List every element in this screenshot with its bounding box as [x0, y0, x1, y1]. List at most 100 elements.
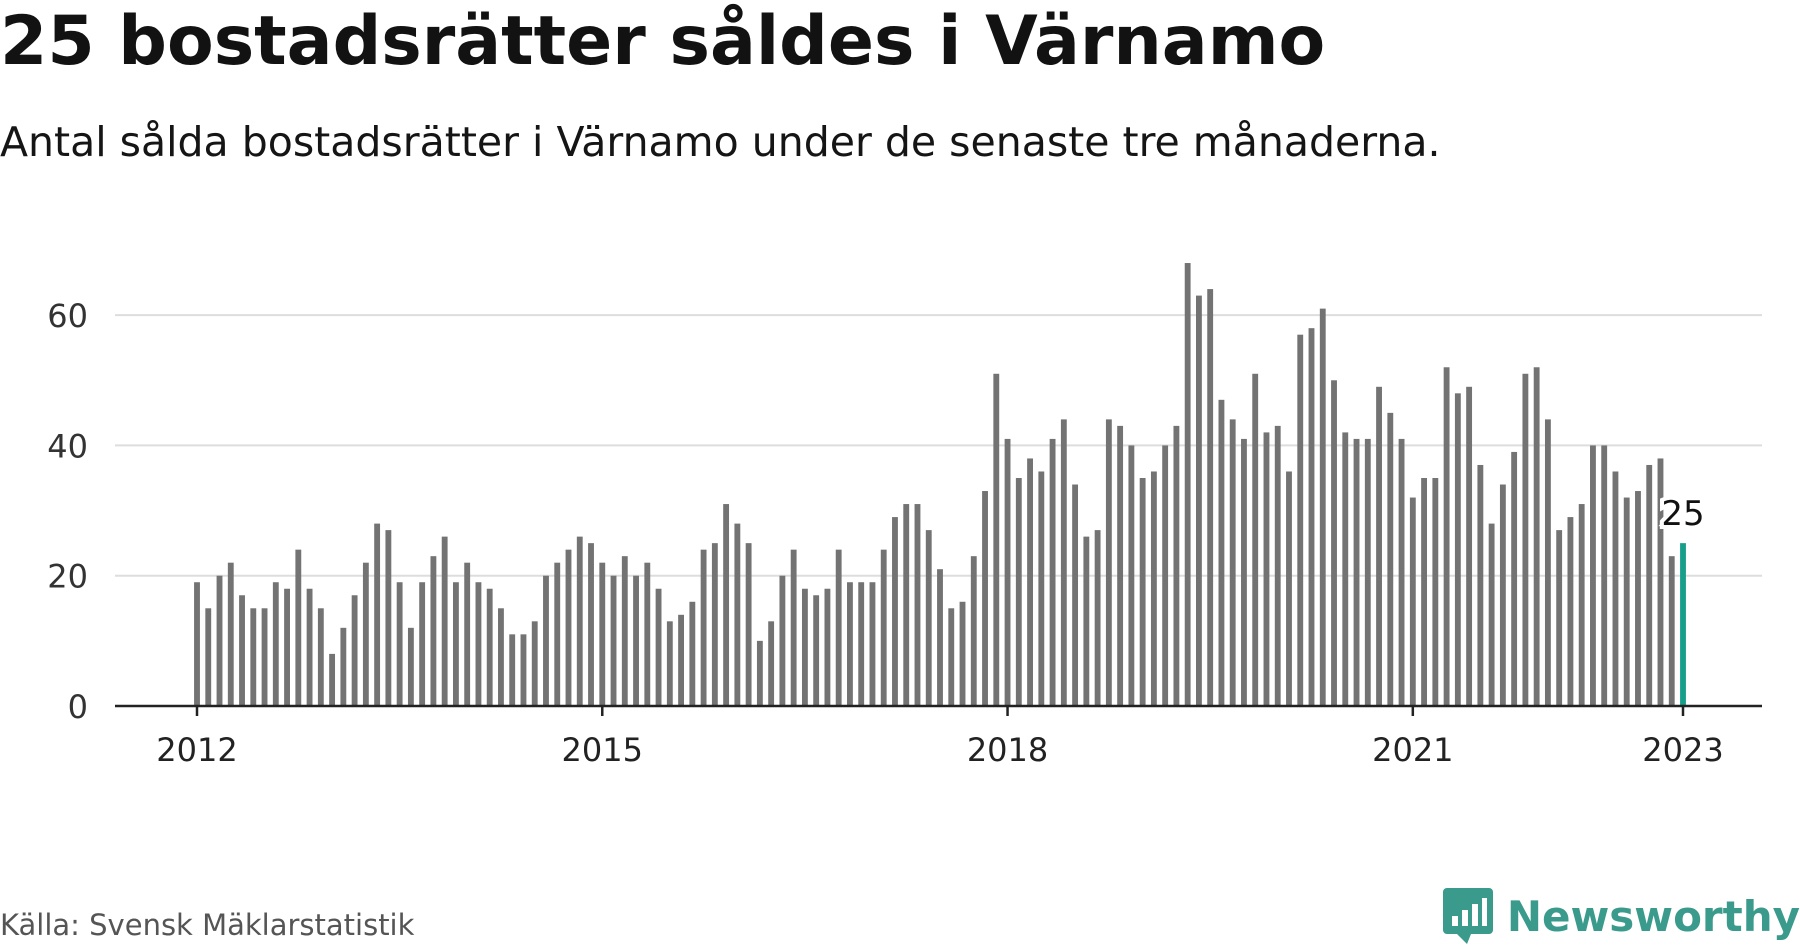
- bar: [734, 523, 741, 706]
- bar: [1342, 432, 1349, 706]
- bar: [520, 634, 527, 706]
- bar: [655, 588, 662, 706]
- axes: [115, 704, 1762, 716]
- bar: [250, 608, 257, 706]
- x-tick-label: 2012: [156, 731, 237, 769]
- bar: [1668, 556, 1675, 706]
- bar: [1128, 445, 1135, 706]
- bar: [295, 549, 302, 706]
- bar: [486, 588, 493, 706]
- bar: [666, 621, 673, 706]
- bar: [621, 556, 628, 706]
- bar: [903, 504, 910, 706]
- bar: [531, 621, 538, 706]
- bar: [925, 530, 932, 706]
- bar: [1421, 478, 1428, 706]
- bar: [1590, 445, 1596, 706]
- x-tick-label: 2018: [967, 731, 1048, 769]
- bar: [1544, 419, 1551, 706]
- highlight-bar: [1680, 543, 1686, 706]
- bar: [1060, 419, 1067, 706]
- bar: [937, 569, 943, 706]
- bar: [464, 562, 471, 706]
- y-tick-label: 60: [47, 297, 88, 335]
- bar: [847, 582, 853, 706]
- bar: [1477, 464, 1484, 706]
- bar: [306, 588, 313, 706]
- bar: [1578, 504, 1585, 706]
- bar: [1195, 295, 1202, 706]
- bar: [1252, 373, 1259, 706]
- bar: [610, 575, 617, 706]
- bar: [1567, 517, 1574, 706]
- bar: [723, 504, 730, 706]
- bar: [858, 582, 865, 706]
- newsworthy-logo-icon: [1442, 888, 1493, 944]
- bar: [1162, 445, 1169, 706]
- y-tick-label: 0: [68, 688, 88, 726]
- bar: [407, 627, 414, 706]
- bar: [1409, 497, 1416, 706]
- bar: [1398, 438, 1405, 706]
- bar: [678, 614, 685, 706]
- bar: [509, 634, 516, 706]
- bar: [272, 582, 279, 706]
- bar: [959, 601, 966, 706]
- bar: [970, 556, 977, 706]
- bar: [1511, 451, 1518, 706]
- bar: [385, 530, 392, 706]
- bar: [565, 549, 572, 706]
- bar: [374, 523, 381, 706]
- source-note: Källa: Svensk Mäklarstatistik: [0, 908, 415, 942]
- bar: [1083, 536, 1090, 706]
- bar-series: [194, 263, 1686, 706]
- bar: [1466, 386, 1473, 706]
- bar: [284, 588, 290, 706]
- bar: [1173, 425, 1180, 706]
- bar: [1229, 419, 1236, 706]
- bar: [1364, 438, 1371, 706]
- chart-subtitle: Antal sålda bostadsrätter i Värnamo unde…: [0, 118, 1441, 166]
- bar: [1072, 484, 1079, 706]
- brand-logo[interactable]: Newsworthy: [1442, 888, 1800, 944]
- bar: [362, 562, 369, 706]
- bar: [1038, 471, 1045, 706]
- bar: [1263, 432, 1270, 706]
- bar: [329, 653, 336, 706]
- bar: [340, 627, 347, 706]
- bar: [779, 575, 786, 706]
- y-tick-label: 20: [47, 558, 88, 596]
- chart-title: 25 bostadsrätter såldes i Värnamo: [0, 2, 1326, 81]
- bar: [1376, 386, 1382, 706]
- bar: [1454, 393, 1461, 706]
- x-tick-label: 2021: [1372, 731, 1453, 769]
- bar: [430, 556, 437, 706]
- bar: [554, 562, 561, 706]
- bar: [1646, 464, 1653, 706]
- bar: [396, 582, 403, 706]
- y-tick-label: 40: [47, 427, 88, 465]
- bar: [689, 601, 696, 706]
- bar: [1139, 478, 1146, 706]
- bar: [543, 575, 549, 706]
- brand-name: Newsworthy: [1506, 891, 1800, 941]
- bar: [801, 588, 808, 706]
- bar: [711, 543, 718, 706]
- bar: [1117, 425, 1124, 706]
- bar: [790, 549, 797, 706]
- bar: [588, 543, 594, 706]
- bar: [216, 575, 223, 706]
- bar: [1319, 308, 1326, 706]
- bar: [1353, 438, 1360, 706]
- bar: [756, 640, 763, 706]
- bar: [745, 543, 752, 706]
- bar: [1488, 523, 1495, 706]
- x-tick-label: 2023: [1642, 731, 1723, 769]
- bar: [351, 595, 358, 706]
- bar: [205, 608, 212, 706]
- bar: [1601, 445, 1608, 706]
- bar: [824, 588, 831, 706]
- bar: [869, 582, 876, 706]
- bar: [261, 608, 268, 706]
